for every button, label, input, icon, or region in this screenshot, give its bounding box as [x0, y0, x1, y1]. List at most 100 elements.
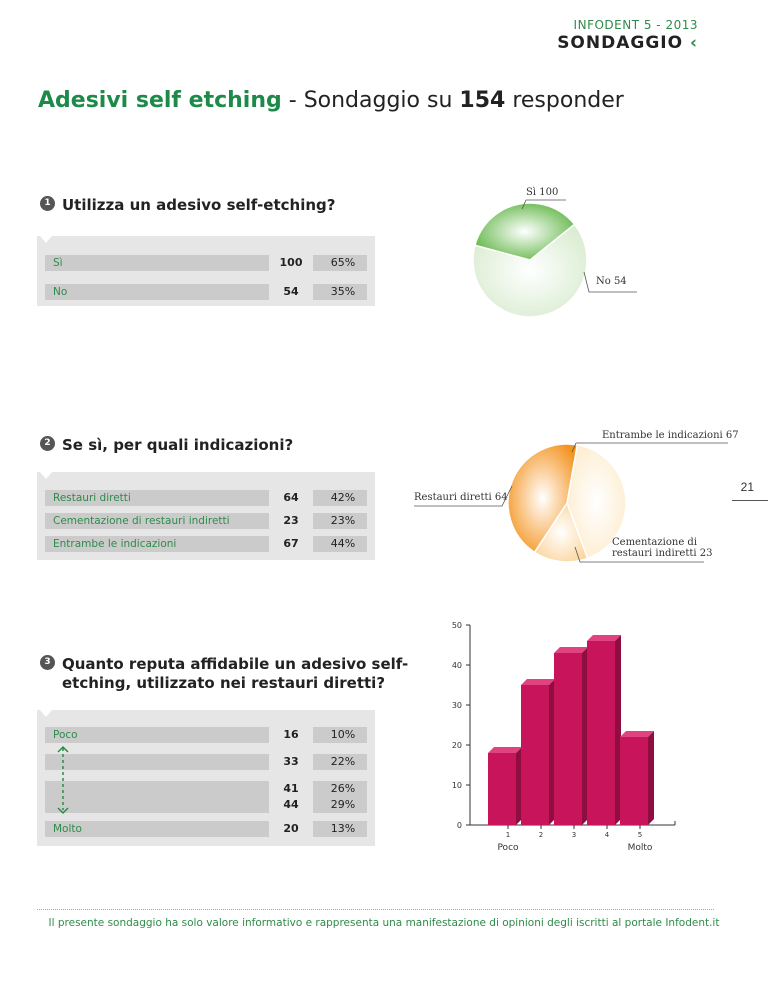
q2-table: Restauri diretti 64 42% Cementazione di … — [37, 472, 375, 560]
y-tick-label: 30 — [452, 701, 462, 710]
row-count: 41 — [269, 781, 313, 797]
pie-slice — [533, 501, 589, 563]
footer-divider — [37, 909, 714, 910]
row-count: 67 — [269, 536, 313, 552]
row-percent: 10% — [330, 728, 356, 741]
x-tick-label: 1 — [506, 831, 510, 839]
pie-label-diretti-leader — [414, 485, 513, 507]
y-tick-label: 50 — [452, 621, 462, 630]
row-percent: 44% — [330, 537, 356, 550]
row-percent: 65% — [330, 256, 356, 269]
row-count: 16 — [269, 727, 313, 743]
bar-side — [516, 747, 522, 825]
pie-label-diretti: Restauri diretti 64 — [414, 492, 508, 503]
row-label: Sì — [53, 257, 63, 269]
row-label: Poco — [53, 729, 78, 741]
bar-top — [620, 731, 654, 737]
row-count: 44 — [269, 797, 313, 813]
section-name: SONDAGGIO ‹ — [557, 33, 698, 53]
table-row: Molto 20 13% — [45, 821, 367, 837]
table-row: Sì 100 65% — [45, 255, 367, 271]
page-number: 21 — [740, 480, 754, 494]
row-label: Restauri diretti — [53, 492, 131, 504]
row-count: 33 — [269, 754, 313, 770]
table-row: Poco 16 10% — [45, 727, 367, 743]
row-percent: 42% — [330, 491, 356, 504]
table-row: 44 29% — [45, 797, 367, 813]
table-row: Entrambe le indicazioni 67 44% — [45, 536, 367, 552]
page-number-rule — [732, 500, 768, 501]
pie-label-cementazione-line2: restauri indiretti 23 — [612, 548, 713, 559]
footer-disclaimer: Il presente sondaggio ha solo valore inf… — [48, 917, 720, 929]
section-label: SONDAGGIO — [557, 33, 684, 53]
pie-label-cementazione-leader — [574, 546, 704, 563]
pie-label-cementazione: Cementazione di restauri indiretti 23 — [612, 537, 712, 559]
q2-pie-chart — [507, 443, 627, 563]
row-percent: 13% — [330, 822, 356, 835]
question-1-title: 1 Utilizza un adesivo self-etching? — [40, 196, 335, 215]
question-number-badge: 3 — [40, 655, 55, 670]
question-2-title: 2 Se sì, per quali indicazioni? — [40, 436, 293, 455]
question-text: Se sì, per quali indicazioni? — [62, 436, 294, 454]
question-text-line1: Quanto reputa affidabile un adesivo self… — [62, 655, 409, 673]
page-title: Adesivi self etching - Sondaggio su 154 … — [38, 88, 624, 113]
header-brand: INFODENT 5 - 2013 SONDAGGIO ‹ — [557, 18, 698, 53]
question-text-line2: etching, utilizzato nei restauri diretti… — [62, 674, 386, 692]
question-text: Quanto reputa affidabile un adesivo self… — [62, 655, 408, 693]
row-percent: 26% — [330, 782, 356, 795]
bar-top — [587, 635, 621, 641]
chevron-left-icon: ‹ — [689, 33, 698, 53]
question-text: Utilizza un adesivo self-etching? — [62, 196, 336, 214]
bar-top — [521, 679, 555, 685]
pie-label-no: No 54 — [596, 276, 627, 287]
q1-table: Sì 100 65% No 54 35% — [37, 236, 375, 306]
x-annotation-right: Molto — [628, 843, 653, 853]
x-tick-label: 5 — [638, 831, 642, 839]
table-row: Cementazione di restauri indiretti 23 23… — [45, 513, 367, 529]
x-tick-label: 3 — [572, 831, 576, 839]
pie-slice — [474, 202, 576, 261]
title-count: 154 — [459, 88, 506, 113]
y-tick-label: 20 — [452, 741, 462, 750]
table-notch — [40, 236, 52, 243]
pie-slice — [566, 444, 627, 560]
row-label: No — [53, 286, 68, 298]
row-label: Molto — [53, 823, 82, 835]
row-percent: 29% — [330, 798, 356, 811]
title-topic: Adesivi self etching — [38, 88, 282, 113]
y-tick-label: 0 — [457, 821, 462, 830]
bar-side — [648, 731, 654, 825]
title-mid: - Sondaggio su — [281, 88, 460, 113]
bar — [521, 685, 549, 825]
x-tick-label: 4 — [605, 831, 610, 839]
scale-arrow-icon — [57, 745, 69, 815]
question-number-badge: 1 — [40, 196, 55, 211]
table-notch — [40, 710, 52, 717]
pie-label-cementazione-line1: Cementazione di — [612, 537, 698, 548]
pie-label-entrambe-leader — [571, 442, 728, 453]
bar — [488, 753, 516, 825]
row-count: 20 — [269, 821, 313, 837]
bar-top — [554, 647, 588, 653]
q3-bar-chart: 0 10 20 30 40 50 1 Poco 2 3 4 5 Molto — [452, 621, 676, 853]
bar — [587, 641, 615, 825]
bar-side — [582, 647, 588, 825]
pie-slice — [472, 223, 588, 318]
row-percent: 23% — [330, 514, 356, 527]
bar-top — [488, 747, 522, 753]
q1-pie-chart — [472, 202, 588, 318]
title-end: responder — [505, 88, 624, 113]
row-count: 54 — [269, 284, 313, 300]
pie-label-si: Sì 100 — [526, 187, 559, 198]
row-percent: 35% — [330, 285, 356, 298]
question-3-title: 3 Quanto reputa affidabile un adesivo sel… — [40, 655, 408, 693]
row-percent: 22% — [330, 755, 356, 768]
x-annotation-left: Poco — [497, 843, 519, 853]
pie-slice — [507, 443, 579, 554]
magazine-issue: INFODENT 5 - 2013 — [573, 18, 698, 32]
bar-side — [615, 635, 621, 825]
bar — [554, 653, 582, 825]
pie-label-si-leader — [521, 199, 566, 210]
row-label: Cementazione di restauri indiretti — [53, 515, 230, 527]
x-tick-label: 2 — [539, 831, 543, 839]
